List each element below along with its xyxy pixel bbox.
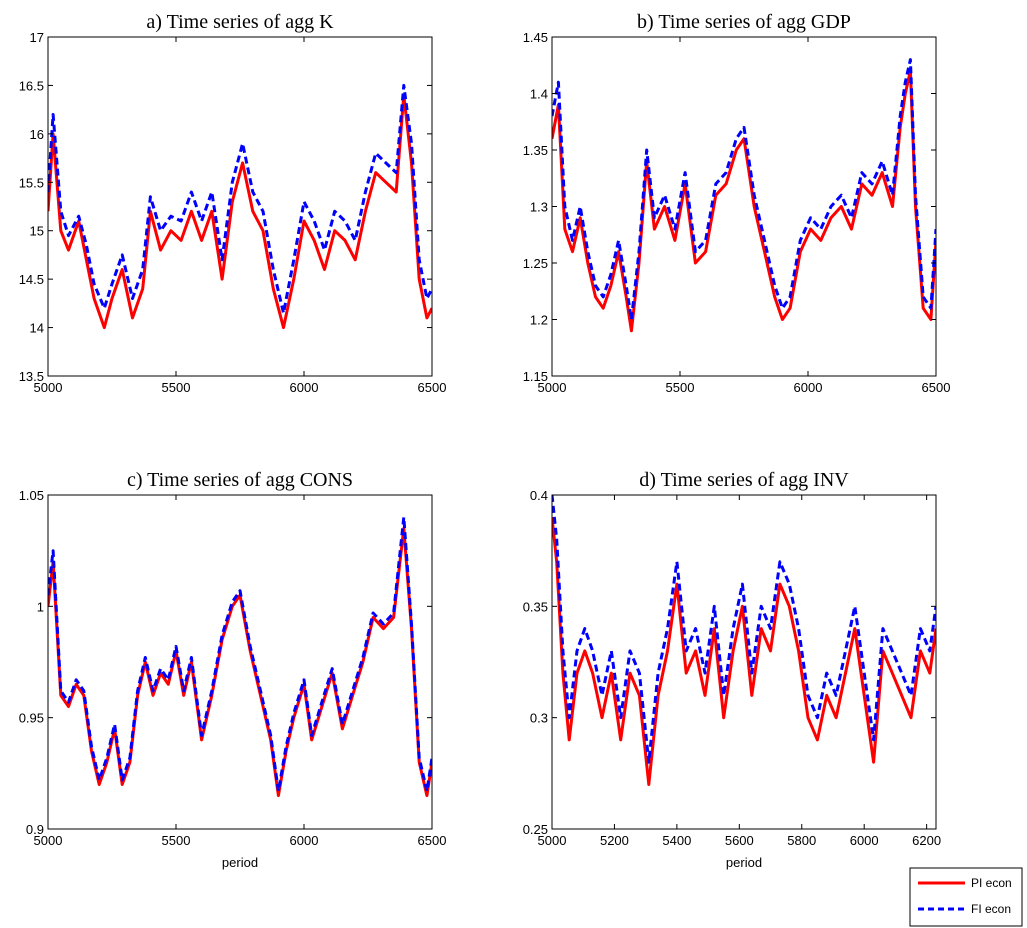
chart-title: d) Time series of agg INV: [639, 469, 849, 491]
x-tick-label: 5600: [725, 833, 754, 848]
series-line-pi: [552, 69, 936, 333]
chart-title: b) Time series of agg GDP: [637, 11, 851, 33]
y-tick-label: 1.4: [530, 87, 548, 102]
series-line-pi: [552, 517, 936, 786]
axes-box: [551, 36, 937, 377]
y-tick-label: 14.5: [19, 272, 44, 287]
x-tick-label: 6500: [418, 833, 447, 848]
x-tick-label: 6000: [850, 833, 879, 848]
y-tick-label: 1.3: [530, 200, 548, 215]
legend: PI econ FI econ: [909, 867, 1023, 927]
y-tick-label: 1: [37, 599, 44, 614]
chart-title: c) Time series of agg CONS: [127, 469, 353, 491]
y-tick-label: 15: [30, 224, 44, 239]
x-tick-label: 6500: [922, 380, 951, 395]
legend-fi-label: FI econ: [971, 902, 1011, 916]
x-tick-label: 5500: [162, 380, 191, 395]
x-tick-label: 5000: [538, 833, 567, 848]
chart-title: a) Time series of agg K: [146, 11, 334, 33]
y-tick-label: 0.95: [19, 711, 44, 726]
series-line-fi: [48, 515, 432, 793]
x-tick-label: 6000: [290, 380, 319, 395]
legend-box: [909, 867, 1023, 927]
x-tick-label: 6500: [418, 380, 447, 395]
y-tick-label: 16: [30, 127, 44, 142]
y-tick-label: 1.15: [523, 369, 548, 384]
x-tick-label: 5500: [162, 833, 191, 848]
y-tick-label: 14: [30, 321, 44, 336]
series-line-pi: [48, 526, 432, 798]
series-line-fi: [552, 495, 936, 764]
axes-box: [551, 494, 937, 830]
x-axis-label: period: [222, 855, 258, 870]
y-tick-label: 1.45: [523, 30, 548, 45]
x-tick-label: 5200: [600, 833, 629, 848]
x-tick-label: 5400: [662, 833, 691, 848]
y-tick-label: 13.5: [19, 369, 44, 384]
y-tick-label: 1.25: [523, 256, 548, 271]
y-tick-label: 0.4: [530, 488, 548, 503]
x-tick-label: 5000: [34, 833, 63, 848]
axes-box: [47, 36, 433, 377]
y-tick-label: 1.2: [530, 313, 548, 328]
x-tick-label: 5800: [787, 833, 816, 848]
chart-panel-1: a) Time series of agg K 5000 5500 6000 6500 1…: [19, 11, 447, 395]
y-tick-label: 1.35: [523, 143, 548, 158]
series-line-pi: [48, 93, 432, 330]
y-tick-label: 0.25: [523, 822, 548, 837]
x-tick-label: 6000: [290, 833, 319, 848]
series-line-fi: [48, 83, 432, 315]
y-tick-label: 17: [30, 30, 44, 45]
legend-pi-label: PI econ: [971, 876, 1012, 890]
y-tick-label: 16.5: [19, 78, 44, 93]
chart-panel-2: b) Time series of agg GDP 5000 5500 6000 650…: [523, 11, 951, 395]
x-axis-label: period: [726, 855, 762, 870]
axes-box: [47, 494, 433, 830]
chart-panel-3: c) Time series of agg CONS 5000 5500 6000 65…: [19, 469, 447, 870]
x-tick-label: 5000: [34, 380, 63, 395]
y-tick-label: 15.5: [19, 175, 44, 190]
y-tick-label: 0.35: [523, 599, 548, 614]
chart-panel-4: d) Time series of agg INV 5000 5200 5400 560…: [523, 469, 941, 870]
x-tick-label: 6200: [912, 833, 941, 848]
series-line-fi: [552, 58, 936, 321]
y-tick-label: 1.05: [19, 488, 44, 503]
y-tick-label: 0.3: [530, 711, 548, 726]
x-tick-label: 6000: [794, 380, 823, 395]
x-tick-label: 5500: [666, 380, 695, 395]
y-tick-label: 0.9: [26, 822, 44, 837]
x-tick-label: 5000: [538, 380, 567, 395]
